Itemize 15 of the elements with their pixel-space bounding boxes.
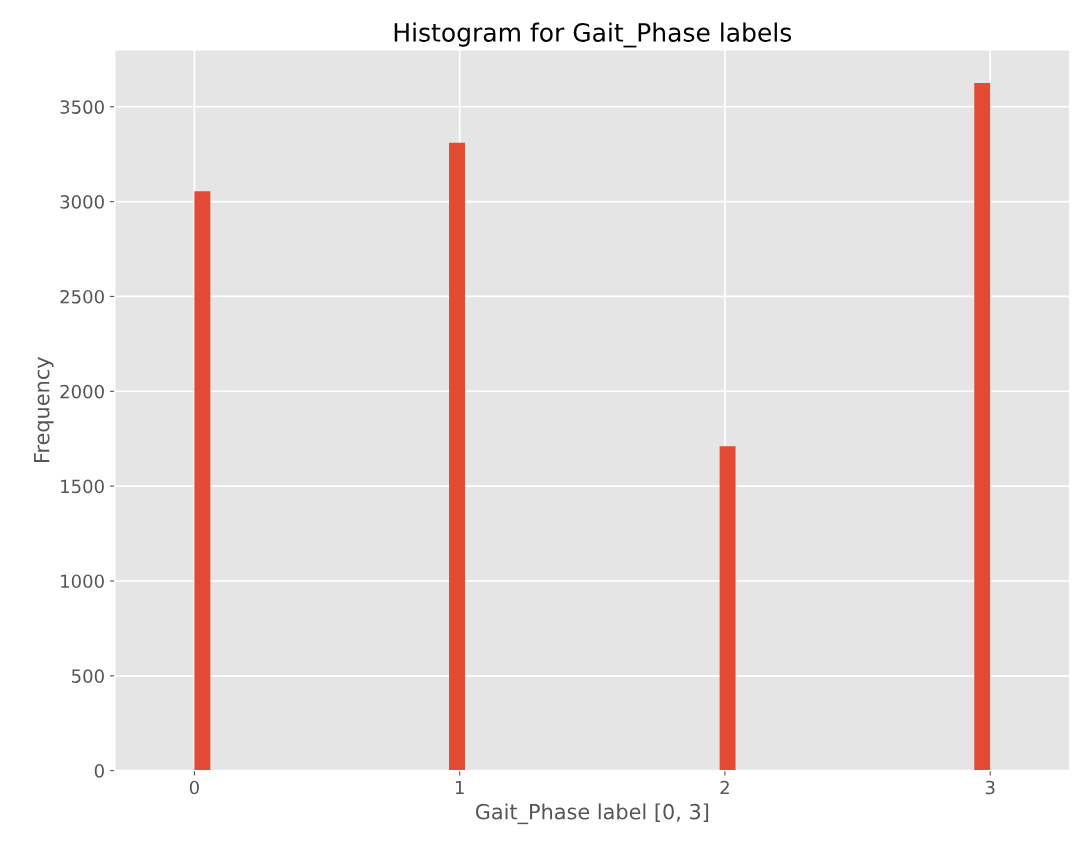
x-tick-label: 1 <box>455 780 464 795</box>
chart-title: Histogram for Gait_Phase labels <box>394 22 792 48</box>
y-tick-label: 3500 <box>60 100 104 114</box>
y-tick-label: 500 <box>72 669 104 683</box>
x-tick-label: 3 <box>985 780 995 795</box>
y-axis-title: Frequency <box>34 357 54 463</box>
y-tick-label: 1000 <box>61 574 104 589</box>
y-tick-label: 1500 <box>61 479 104 494</box>
x-tick-label: 0 <box>189 780 199 795</box>
y-tick-label: 2500 <box>60 289 104 304</box>
y-tick-label: 2000 <box>60 384 104 399</box>
y-tick-label: 3000 <box>60 195 104 209</box>
x-axis-title: Gait_Phase label [0, 3] <box>475 803 709 825</box>
x-tick-label: 2 <box>720 780 729 795</box>
y-tick-label: 0 <box>94 764 104 778</box>
